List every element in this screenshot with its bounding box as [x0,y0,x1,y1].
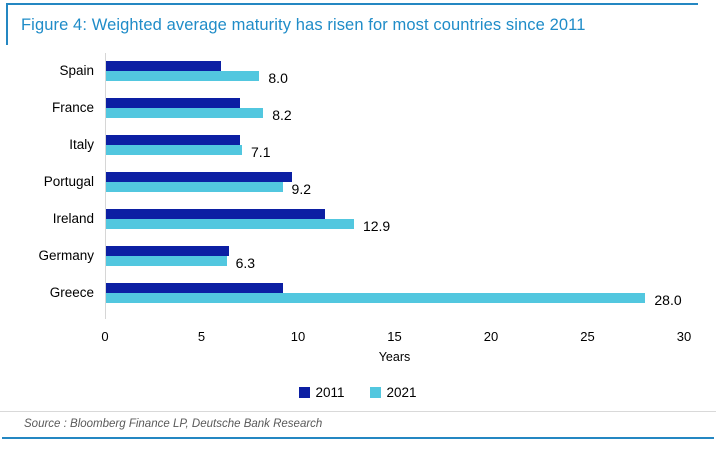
category-label: Italy [69,137,94,152]
bar-group: 7.1 [105,135,684,159]
y-axis-line [105,53,106,319]
figure-header: Figure 4: Weighted average maturity has … [6,3,698,45]
axis-tick: 25 [580,329,595,344]
axis-tick: 30 [676,329,692,344]
category-label: Spain [59,63,94,78]
axis-tick: 0 [101,329,109,344]
bar-group: 6.3 [105,246,684,270]
bar-row: Spain 8.0 [8,61,708,85]
legend-label: 2011 [315,385,345,400]
value-label: 8.0 [268,70,288,86]
bar-line-2011 [105,246,684,256]
bar-line-2021: 7.1 [105,145,684,159]
footer-divider [0,411,716,412]
bar-line-2021: 12.9 [105,219,684,233]
value-label: 9.2 [291,181,312,197]
category-label: Germany [38,248,94,263]
legend-swatch-2021 [370,387,382,398]
value-label: 7.1 [251,144,271,160]
value-label: 6.3 [235,255,256,271]
bar-line-2011 [105,135,684,145]
bar-2011 [105,135,241,145]
bar-2011 [105,209,326,219]
bar-line-2011 [105,209,684,219]
bar-row: Germany 6.3 [8,246,708,270]
x-axis-label: Years [378,350,411,364]
bar-line-2021: 6.3 [105,256,684,270]
bar-2021 [105,108,264,118]
category-label: Greece [49,285,94,300]
bar-2011 [105,246,229,256]
bar-2021 [105,145,243,155]
source-note: Source : Bloomberg Finance LP, Deutsche … [24,418,323,430]
bar-line-2021: 8.2 [105,108,684,122]
legend-label: 2021 [386,385,417,400]
axis-tick: 15 [387,329,402,344]
legend-item-2011: 2011 [299,385,344,400]
bar-group: 28.0 [105,283,684,307]
bottom-rule [2,437,714,439]
bar-2011 [105,172,293,182]
legend-swatch-2011 [299,387,311,398]
bar-line-2021: 8.0 [105,71,684,85]
value-label: 12.9 [362,218,391,234]
bar-line-2011 [105,172,684,182]
bar-row: Portugal 9.2 [8,172,708,196]
bar-row: Ireland 12.9 [8,209,708,233]
bar-line-2021: 9.2 [105,182,684,196]
bar-2021 [105,182,283,192]
bar-group: 12.9 [105,209,684,233]
bar-2011 [105,283,283,293]
category-label: Ireland [52,211,94,226]
bar-2021 [105,256,227,266]
bar-rows: Spain 8.0 France 8.2 Italy 7.1 Portugal 9.2 Irel… [8,61,708,307]
bar-2021 [105,71,260,81]
bar-line-2021: 28.0 [105,293,684,307]
bar-2021 [105,293,646,303]
axis-tick: 10 [290,329,306,344]
bar-row: Greece 28.0 [8,283,708,307]
plot-area: Spain 8.0 France 8.2 Italy 7.1 Portugal 9.2 Irel… [8,53,708,319]
bar-row: France 8.2 [8,98,708,122]
bar-line-2011 [105,61,684,71]
legend-item-2021: 2021 [370,385,417,400]
bar-group: 9.2 [105,172,684,196]
value-label: 8.2 [272,107,292,123]
axis-tick: 20 [483,329,499,344]
bar-row: Italy 7.1 [8,135,708,159]
category-label: France [51,100,94,115]
chart-legend: 2011 2021 [8,385,708,400]
bar-line-2011 [105,98,684,108]
bar-group: 8.2 [105,98,684,122]
figure-header-inner: Figure 4: Weighted average maturity has … [6,5,698,45]
bar-2011 [105,98,241,108]
category-label: Portugal [43,174,94,189]
bar-line-2011 [105,283,684,293]
bar-group: 8.0 [105,61,684,85]
value-label: 28.0 [654,292,682,308]
x-axis-ticks: 0 5 10 15 20 25 30 [101,329,691,344]
bar-chart: Spain 8.0 France 8.2 Italy 7.1 Portugal 9.2 Irel… [0,53,716,400]
bar-2021 [105,219,354,229]
figure-title: Figure 4: Weighted average maturity has … [21,16,586,34]
bar-2011 [105,61,221,71]
axis-tick: 5 [197,329,206,344]
